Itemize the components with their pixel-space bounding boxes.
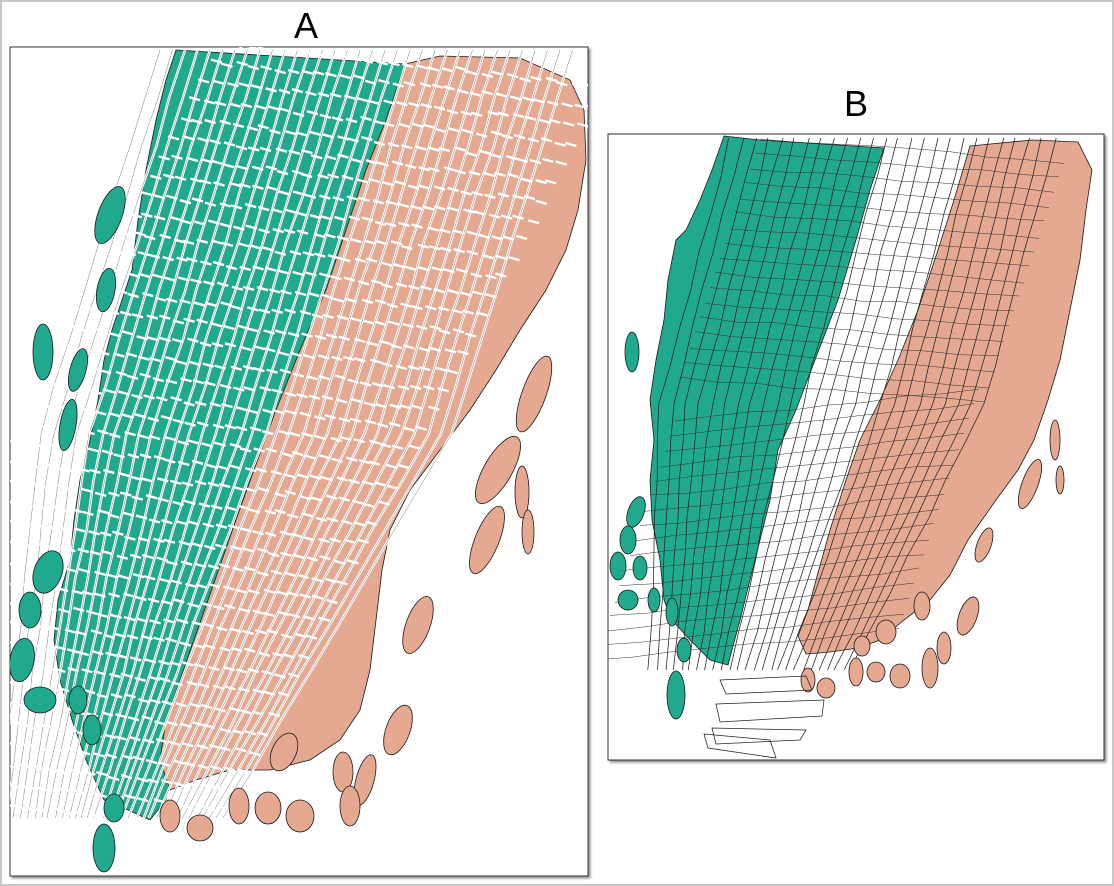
panel-a-label: A [293, 5, 318, 46]
panel-b-loose-salmon-cells [800, 419, 1065, 699]
panel-b-loose-green-cells [609, 331, 692, 720]
panel-a-loose-salmon-cells [159, 355, 553, 842]
panel-b-cell-file-lines [608, 137, 1065, 671]
panel-a [9, 46, 589, 877]
panel-b [607, 133, 1105, 761]
panel-b-root-cap-outlines [703, 675, 825, 759]
panel-a-loose-green-cells [10, 186, 126, 873]
panel-b-label: B [843, 83, 868, 124]
